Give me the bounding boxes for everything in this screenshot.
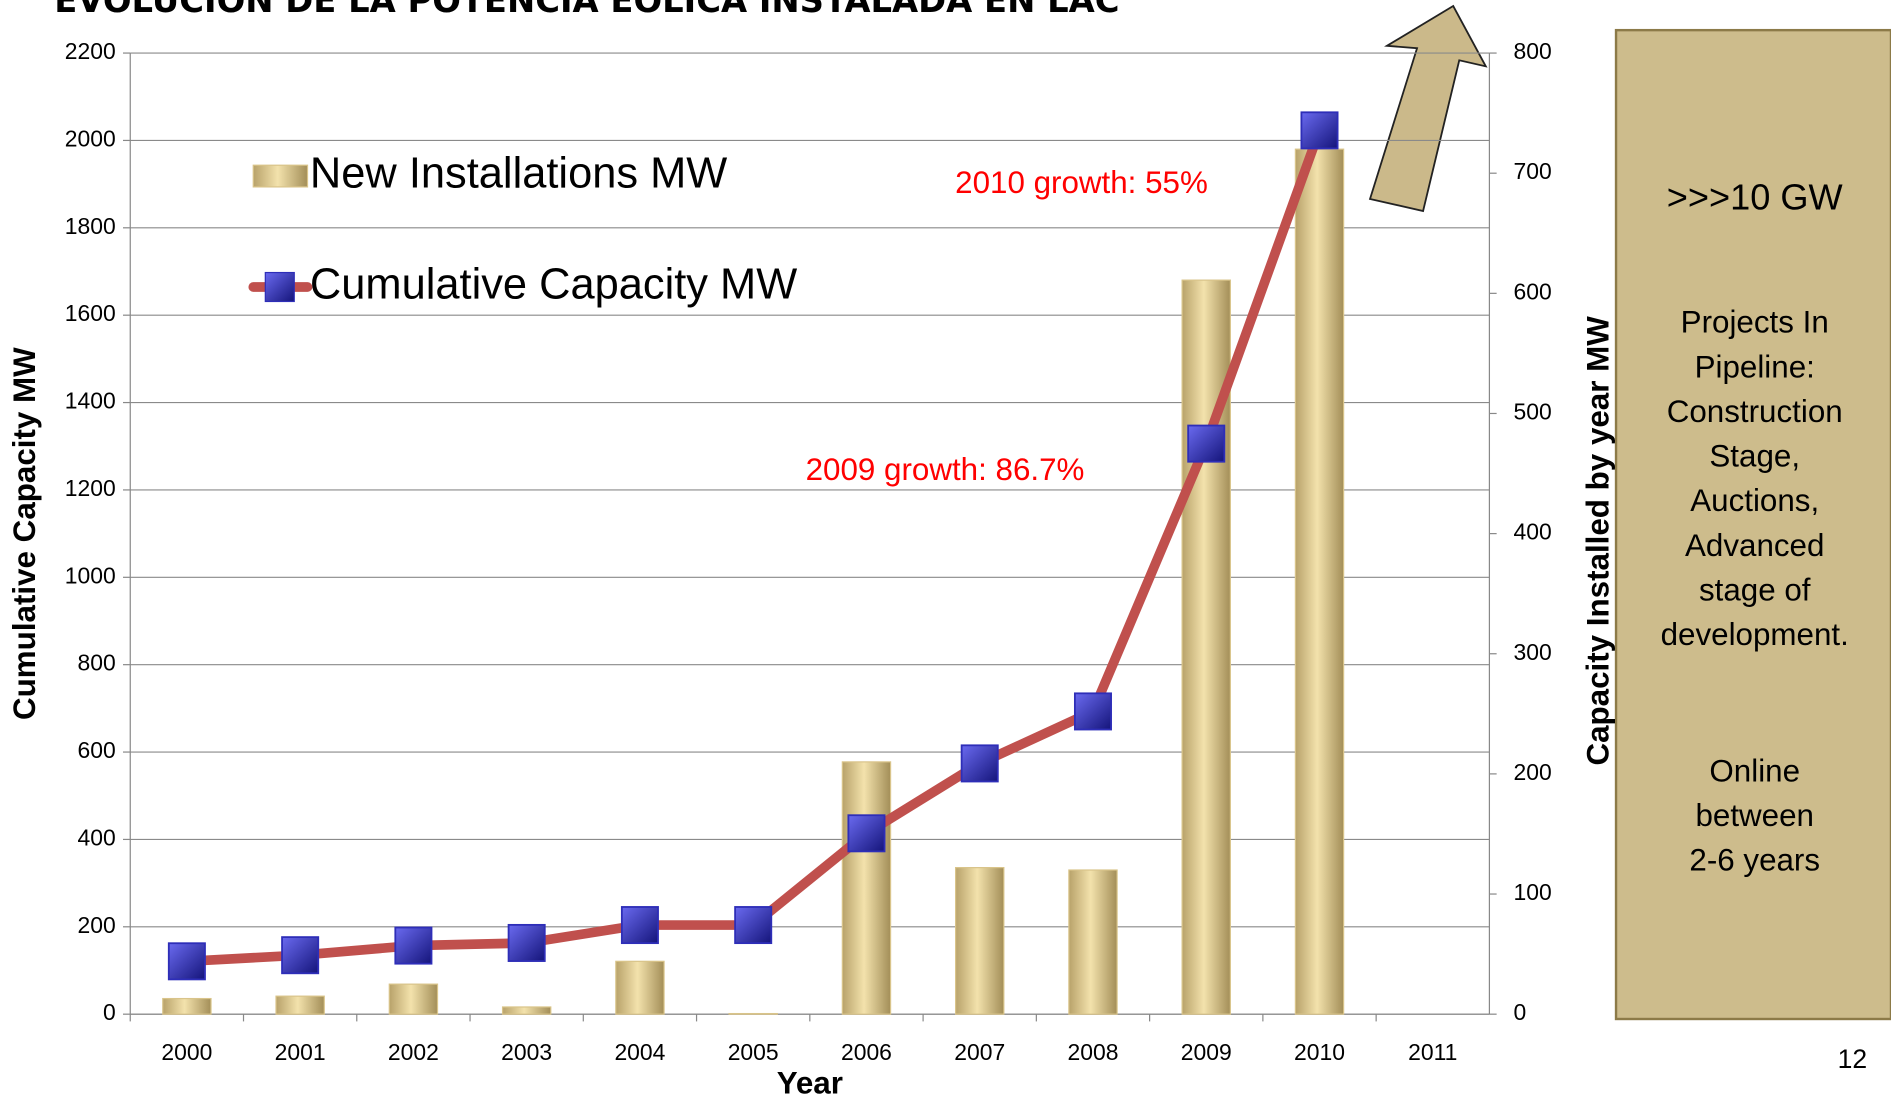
legend-label: Cumulative Capacity MW xyxy=(310,260,797,308)
y-tick-label: 1000 xyxy=(65,562,116,588)
y-tick-label: 400 xyxy=(78,824,116,850)
side-box-text: Stage, xyxy=(1709,439,1800,474)
y-tick-label: 200 xyxy=(78,912,116,938)
x-tick-label: 2001 xyxy=(275,1039,326,1065)
side-box-text: >>>10 GW xyxy=(1667,177,1843,218)
marker xyxy=(167,942,206,981)
side-box-text: Construction xyxy=(1667,394,1843,429)
x-tick-label: 2011 xyxy=(1408,1039,1457,1065)
arrow-decor xyxy=(1368,4,1488,213)
line xyxy=(186,128,1325,967)
y-tick-label: 2000 xyxy=(65,125,116,151)
y-tick-label: 600 xyxy=(78,737,116,763)
annotation: 2010 growth: 55% xyxy=(955,165,1208,200)
y2-tick-label: 500 xyxy=(1514,399,1552,425)
y2-tick-label: 100 xyxy=(1514,879,1552,905)
marker xyxy=(1300,111,1339,150)
bar xyxy=(501,1006,552,1015)
marker xyxy=(507,923,546,962)
y-tick-label: 0 xyxy=(103,999,116,1025)
y-tick-label: 1600 xyxy=(65,300,116,326)
side-box-text: Auctions, xyxy=(1690,483,1819,518)
x-tick-label: 2002 xyxy=(388,1039,439,1065)
marker xyxy=(394,926,433,965)
x-axis-label: Year xyxy=(777,1066,843,1101)
y2-tick-label: 0 xyxy=(1514,999,1527,1025)
y-axis-label: Cumulative Capacity MW xyxy=(7,347,42,720)
x-tick-label: 2007 xyxy=(954,1039,1005,1065)
bar xyxy=(728,1012,778,1015)
bar xyxy=(1068,869,1118,1015)
side-box-text: development. xyxy=(1661,617,1849,652)
side-box-text: Pipeline: xyxy=(1695,349,1815,384)
bar xyxy=(841,761,892,1015)
bar xyxy=(615,960,665,1015)
y-tick-label: 1400 xyxy=(65,388,116,414)
y-tick-label: 1200 xyxy=(65,475,116,501)
legend-swatch xyxy=(264,271,295,303)
side-box-text: stage of xyxy=(1699,572,1811,607)
chart-title: EVOLUCION DE LA POTENCIA EOLICA INSTALAD… xyxy=(54,0,1119,20)
y-tick-label: 800 xyxy=(78,650,116,676)
y-tick-label: 2200 xyxy=(65,38,116,64)
marker xyxy=(281,936,320,975)
marker xyxy=(847,814,886,853)
bar xyxy=(388,983,439,1015)
bar xyxy=(162,997,212,1015)
y2-tick-label: 400 xyxy=(1514,519,1552,545)
x-tick-label: 2008 xyxy=(1067,1039,1118,1065)
marker xyxy=(1187,424,1226,463)
y2-tick-label: 600 xyxy=(1514,278,1552,304)
side-box-text: 2-6 years xyxy=(1689,843,1820,878)
page-number: 12 xyxy=(1838,1044,1868,1074)
side-box-text: Advanced xyxy=(1685,528,1824,563)
y2-tick-label: 200 xyxy=(1514,759,1552,785)
x-tick-label: 2003 xyxy=(501,1039,552,1065)
marker xyxy=(1073,692,1112,731)
bar xyxy=(1294,148,1345,1015)
bar xyxy=(954,867,1005,1015)
y2-tick-label: 800 xyxy=(1514,38,1552,64)
x-tick-label: 2009 xyxy=(1181,1039,1232,1065)
side-box-text: Online xyxy=(1709,753,1800,788)
x-tick-label: 2004 xyxy=(614,1039,665,1065)
side-box-text: between xyxy=(1695,798,1814,833)
legend-label: New Installations MW xyxy=(310,150,727,198)
marker xyxy=(620,906,659,945)
x-tick-label: 2000 xyxy=(161,1039,212,1065)
legend-swatch xyxy=(252,164,309,188)
y2-axis-label: Capacity Installed by year MW xyxy=(1581,316,1616,766)
y-tick-label: 1800 xyxy=(65,213,116,239)
x-tick-label: 2006 xyxy=(841,1039,892,1065)
marker xyxy=(960,744,999,783)
x-tick-label: 2005 xyxy=(728,1039,779,1065)
side-box xyxy=(1614,28,1891,1021)
y2-tick-label: 300 xyxy=(1514,639,1552,665)
annotation: 2009 growth: 86.7% xyxy=(806,452,1085,487)
bar xyxy=(275,995,325,1015)
x-tick-label: 2010 xyxy=(1294,1039,1345,1065)
y2-tick-label: 700 xyxy=(1514,158,1552,184)
marker xyxy=(734,906,773,945)
side-box-text: Projects In xyxy=(1681,305,1829,340)
